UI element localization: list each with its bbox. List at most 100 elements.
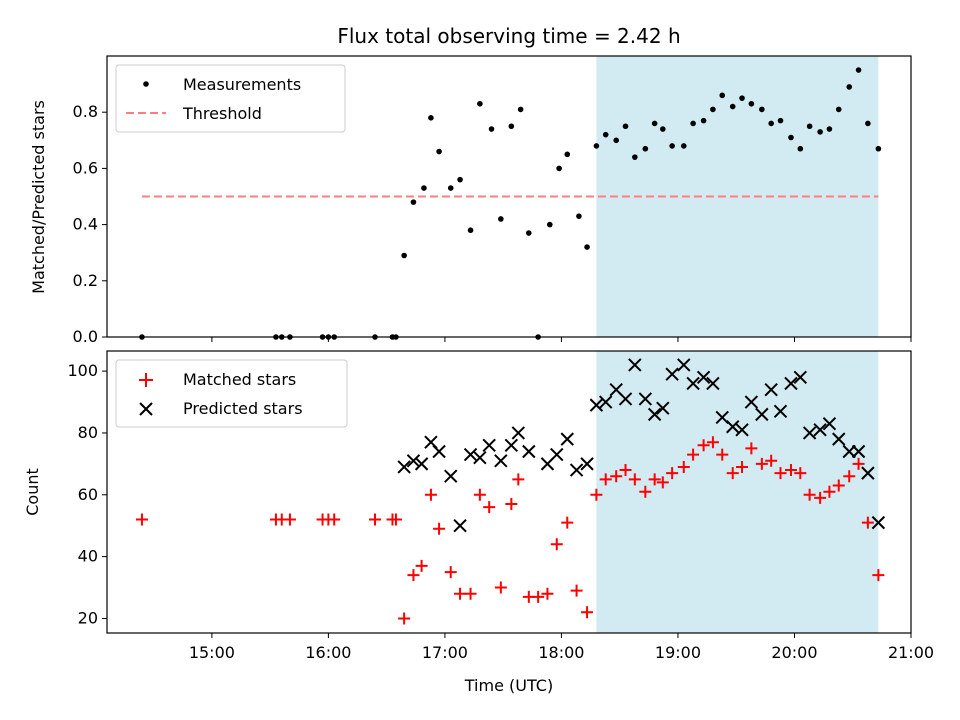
measurement-point	[669, 143, 675, 149]
matched-star-point	[532, 590, 545, 603]
matched-star-point	[581, 606, 594, 619]
predicted-star-point	[647, 407, 662, 422]
predicted-star-point	[726, 420, 740, 434]
predicted-star-point	[706, 376, 720, 391]
time-x-tick-label: 17:00	[422, 643, 468, 662]
matched-star-point	[389, 513, 402, 526]
predicted-star-point	[813, 423, 827, 437]
measurement-point	[447, 185, 454, 191]
matched-star-point	[726, 467, 739, 480]
time-x-tick-label: 18:00	[538, 643, 584, 662]
measurement-point	[855, 67, 862, 73]
measurement-point	[719, 92, 726, 99]
measurement-point	[622, 123, 629, 130]
measurement-point	[759, 106, 765, 113]
measurement-point	[739, 95, 745, 101]
matched-star-point	[794, 467, 807, 480]
matched-star-point	[550, 538, 563, 551]
measurement-point	[797, 145, 804, 152]
measurement-point	[690, 120, 696, 127]
predicted-star-point	[764, 382, 778, 397]
matched-star-point	[473, 488, 486, 501]
measurement-point	[613, 137, 619, 144]
matched-star-point	[687, 448, 700, 461]
time-x-tick-label: 21:00	[888, 643, 934, 662]
predicted-star-point	[494, 454, 508, 468]
legend-matched-marker	[139, 373, 153, 387]
matched-star-point	[706, 436, 719, 449]
matched-star-point	[765, 454, 778, 467]
ratio-y-tick-label: 0.8	[73, 102, 98, 121]
measurement-point	[508, 123, 515, 130]
measurement-point	[488, 126, 495, 132]
measurement-point	[729, 103, 736, 110]
measurement-point	[477, 100, 483, 107]
matched-star-points	[135, 436, 885, 625]
ratio-y-tick-label: 0.2	[73, 271, 98, 290]
matched-star-point	[784, 464, 797, 477]
predicted-star-point	[589, 398, 604, 412]
predicted-star-point	[871, 515, 886, 530]
predicted-star-point	[550, 447, 564, 462]
time-x-tick-label: 16:00	[305, 643, 351, 662]
measurement-point	[556, 165, 562, 172]
matched-star-point	[464, 587, 477, 600]
predicted-star-point	[444, 469, 458, 483]
matched-star-point	[398, 612, 411, 625]
predicted-star-points	[397, 358, 886, 533]
matched-star-point	[369, 513, 381, 526]
matched-star-point	[494, 581, 507, 594]
predicted-star-point	[656, 401, 670, 415]
measurement-point	[835, 106, 842, 113]
ratio-y-label: Matched/Predicted stars	[29, 100, 48, 294]
legend-predicted-label: Predicted stars	[183, 399, 303, 418]
matched-star-point	[424, 488, 437, 501]
count-plot-frame	[106, 350, 912, 634]
measurement-point	[421, 185, 427, 191]
matched-star-point	[755, 457, 768, 470]
matched-star-point	[415, 559, 428, 572]
count-y-tick-label: 100	[67, 361, 98, 380]
measurement-point	[817, 129, 823, 135]
ratio-y-tick-label: 0.6	[73, 158, 98, 177]
measurement-point	[526, 230, 532, 236]
measurement-point	[777, 117, 784, 124]
matched-star-point	[454, 587, 467, 600]
ratio-plot-frame	[106, 55, 912, 338]
matched-star-point	[656, 476, 669, 489]
predicted-star-point	[793, 370, 808, 384]
chart-title: Flux total observing time = 2.42 h	[337, 24, 680, 48]
ratio-panel: 0.00.20.40.60.8 Matched/Predicted stars …	[29, 55, 912, 346]
measurement-point	[865, 120, 871, 127]
matched-star-point	[283, 513, 296, 526]
predicted-star-point	[665, 367, 679, 381]
count-legend: Matched stars Predicted stars	[115, 359, 348, 428]
matched-star-point	[774, 467, 787, 480]
matched-star-point	[483, 501, 496, 514]
measurement-point	[768, 120, 774, 127]
predicted-star-point	[414, 457, 429, 471]
matched-star-point	[570, 584, 583, 597]
matched-star-point	[697, 439, 710, 452]
matched-star-point	[677, 460, 690, 473]
count-shaded-region	[596, 351, 879, 633]
matched-star-point	[561, 516, 574, 529]
predicted-star-point	[628, 358, 642, 372]
matched-star-point	[541, 587, 554, 600]
matched-star-point	[610, 470, 623, 483]
matched-star-point	[861, 516, 874, 529]
predicted-star-point	[599, 395, 613, 409]
measurement-point	[846, 84, 853, 90]
measurement-point	[632, 154, 638, 160]
predicted-star-point	[511, 426, 526, 440]
matched-star-point	[648, 473, 661, 486]
time-x-axis: 15:00 16:00 17:00 18:00 19:00 20:00 21:00	[189, 633, 934, 662]
measurement-points	[139, 67, 882, 340]
count-legend-box	[115, 359, 348, 428]
count-panel: 20 40 60 80 100 15:00 16:00 17:00 18:00 19:00 20:…	[23, 350, 934, 695]
measurement-point	[700, 117, 707, 124]
measurement-point	[710, 106, 716, 113]
predicted-star-point	[696, 370, 711, 384]
matched-star-point	[814, 491, 827, 504]
predicted-star-point	[784, 376, 798, 391]
